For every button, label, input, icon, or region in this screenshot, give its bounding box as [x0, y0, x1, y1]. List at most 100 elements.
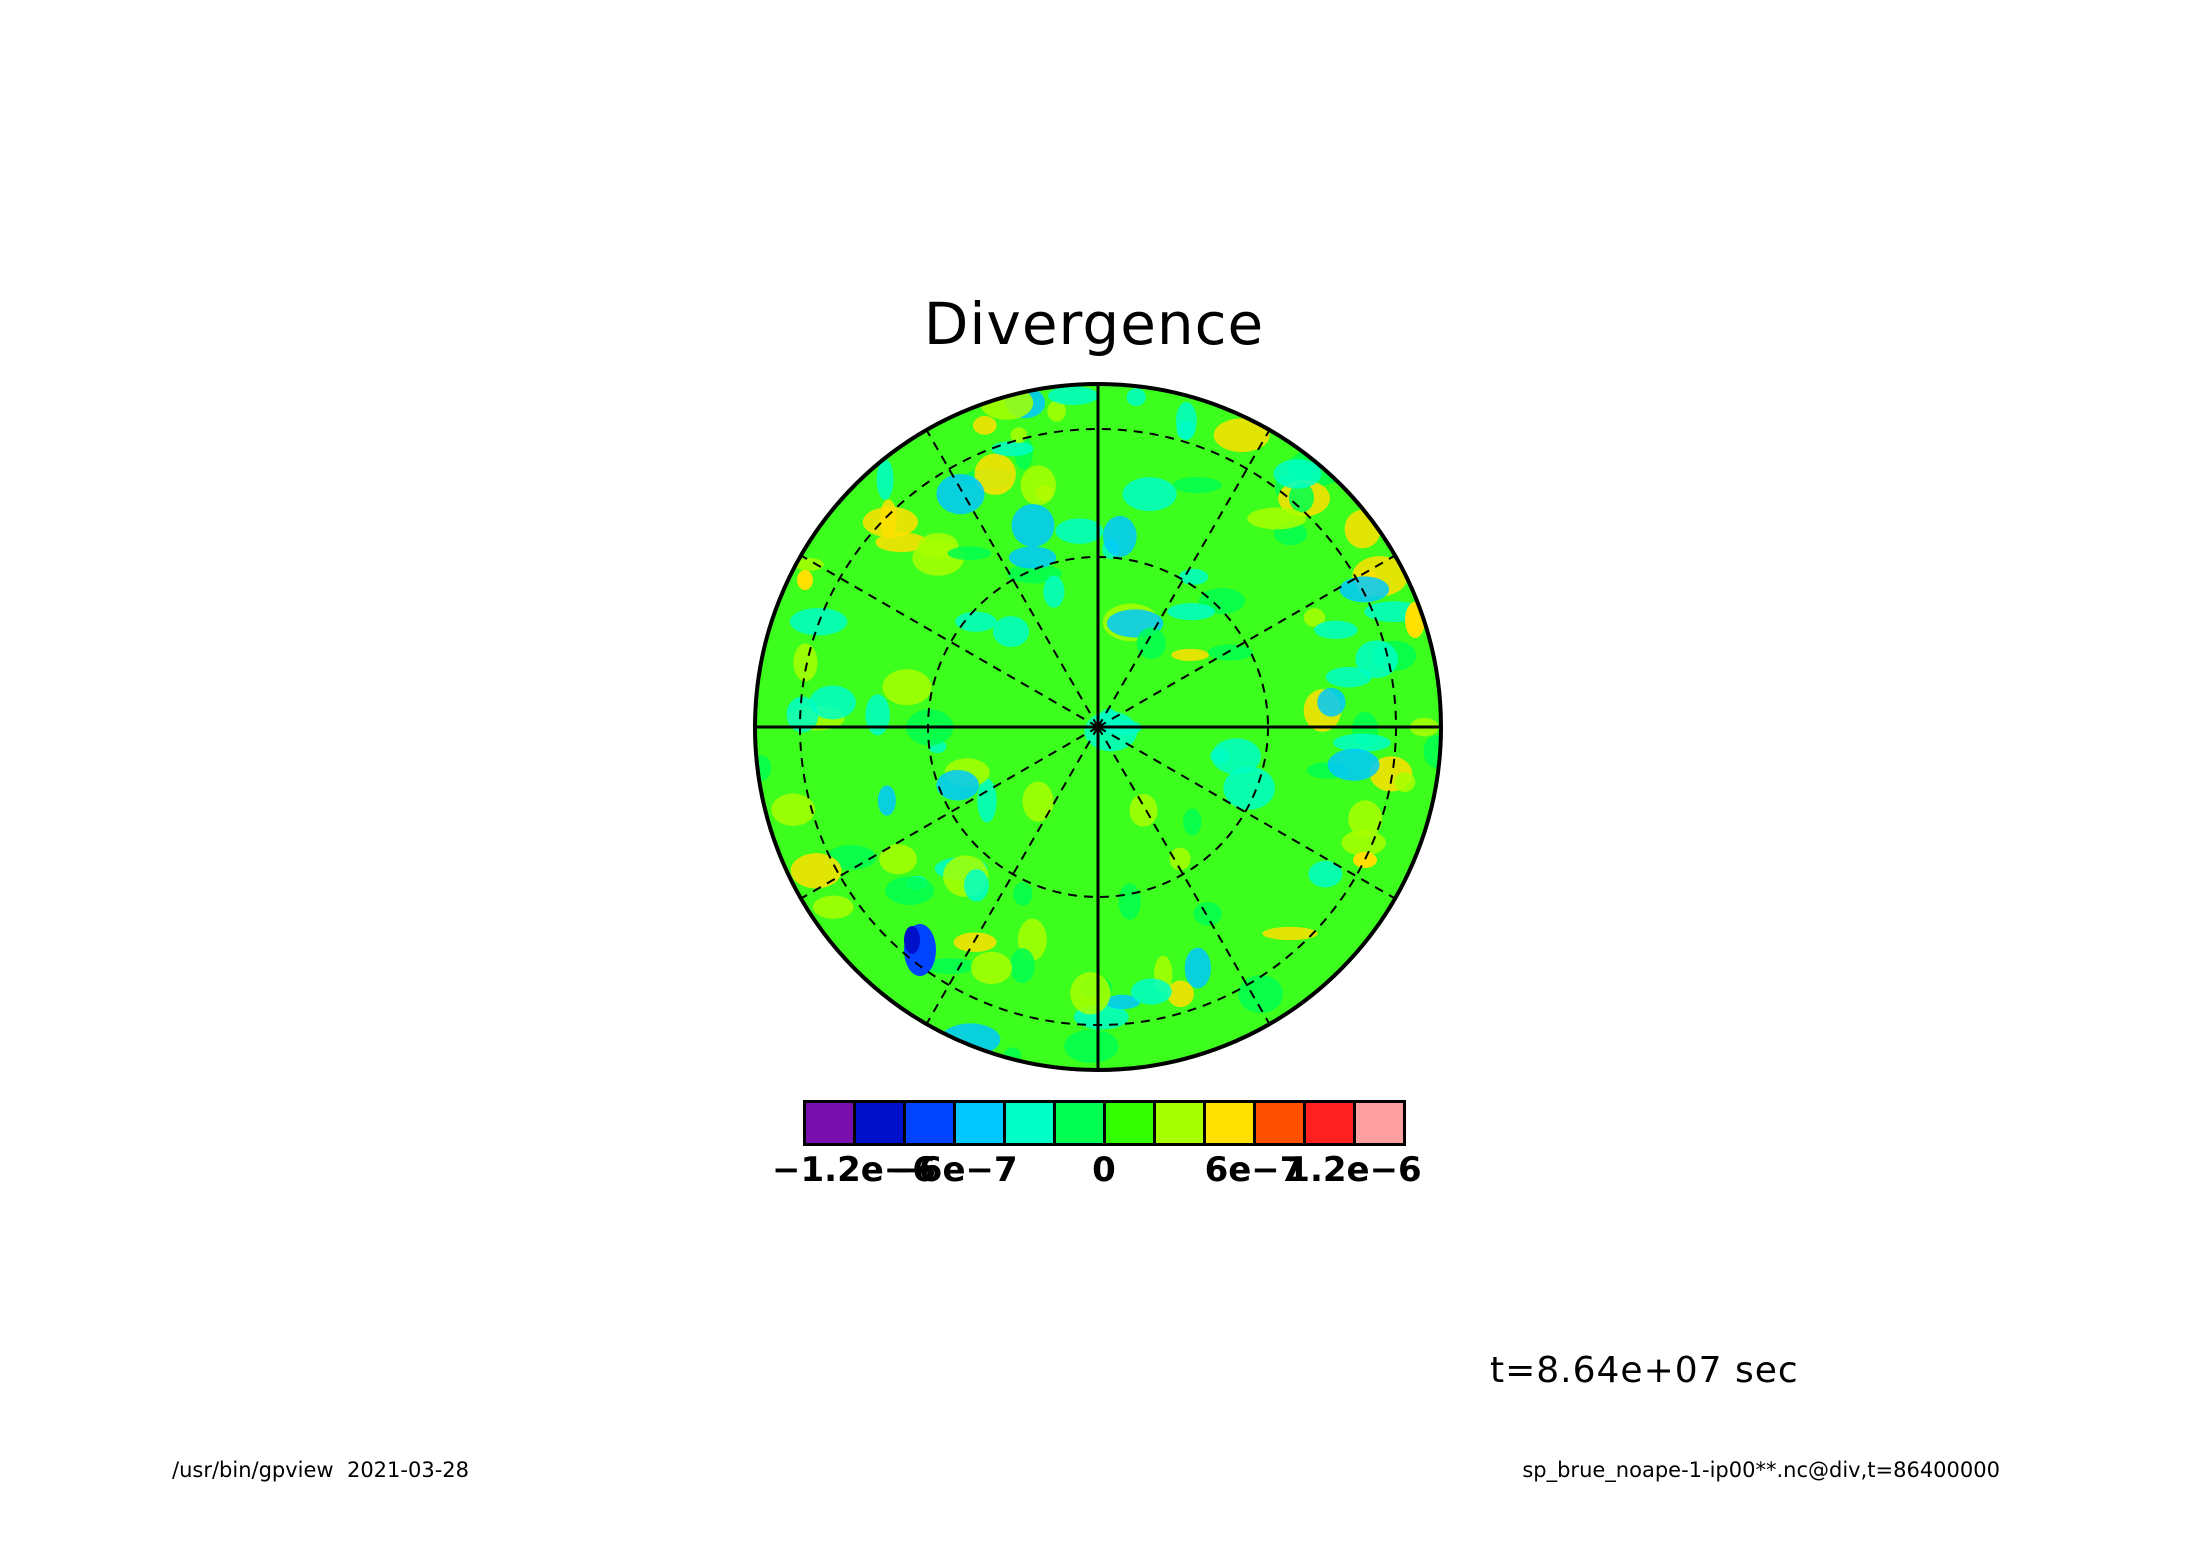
field-patch	[972, 415, 997, 435]
field-patch	[953, 932, 997, 953]
field-patch	[882, 669, 932, 706]
field-patch	[1327, 748, 1380, 781]
field-patch	[923, 958, 978, 974]
field-patch	[1047, 386, 1099, 405]
field-patch	[1213, 418, 1270, 453]
field-patch	[1348, 800, 1383, 838]
chart-title: Divergence	[923, 290, 1265, 358]
field-patch	[885, 876, 935, 905]
colorbar	[803, 1100, 1406, 1146]
colorbar-box-10	[1306, 1103, 1356, 1143]
field-patch	[1211, 738, 1261, 775]
field-patch	[1314, 620, 1358, 640]
field-patch	[904, 926, 920, 954]
field-patch	[936, 769, 980, 801]
colorbar-box-6	[1106, 1103, 1156, 1143]
field-patch	[1011, 503, 1055, 547]
field-patch	[1070, 972, 1111, 1015]
colorbar-tick-label: 0	[1092, 1150, 1116, 1190]
colorbar-box-2	[906, 1103, 956, 1143]
field-patch	[879, 844, 917, 875]
field-patch	[936, 473, 985, 515]
field-patch	[771, 793, 816, 826]
field-patch	[1333, 733, 1391, 752]
field-patch	[1047, 400, 1066, 422]
field-patch	[1176, 420, 1195, 440]
field-patch	[955, 611, 997, 632]
time-label: t=8.64e+07 sec	[1490, 1350, 1799, 1391]
field-patch	[1344, 509, 1381, 549]
colorbar-box-7	[1156, 1103, 1206, 1143]
field-patch	[1171, 648, 1209, 661]
field-patch	[793, 643, 818, 682]
field-patch	[974, 453, 1016, 495]
field-patch	[992, 616, 1030, 648]
field-patch	[876, 459, 894, 500]
field-patch	[1183, 808, 1202, 836]
field-patch	[1010, 427, 1028, 444]
field-patch	[865, 694, 890, 736]
field-patch	[1223, 766, 1275, 810]
field-patch	[809, 685, 856, 720]
field-patch	[1353, 852, 1377, 868]
field-patch	[1167, 603, 1216, 621]
field-patch	[1317, 687, 1346, 717]
field-patch	[1273, 459, 1322, 489]
field-patch	[977, 778, 997, 823]
field-patch	[940, 1023, 1001, 1056]
field-patch	[880, 499, 897, 538]
field-patch	[1339, 576, 1390, 603]
field-patch	[964, 869, 989, 902]
field-patch	[1009, 947, 1035, 984]
field-patch	[1022, 781, 1054, 822]
field-patch	[1355, 640, 1398, 679]
colorbar-tick-label: 1.2e−6	[1286, 1150, 1422, 1190]
field-patch	[1167, 980, 1194, 1008]
field-patch	[1129, 794, 1158, 827]
field-patch	[1020, 465, 1057, 506]
field-patch	[1247, 507, 1307, 530]
field-patch	[877, 785, 896, 816]
field-patch	[1013, 882, 1033, 906]
field-patch	[1055, 518, 1104, 544]
field-patch	[1064, 1029, 1119, 1064]
colorbar-box-9	[1256, 1103, 1306, 1143]
field-patch	[1193, 901, 1222, 926]
field-patch	[1105, 994, 1141, 1010]
field-patch	[812, 895, 854, 919]
field-patch	[1303, 608, 1326, 627]
field-patch	[1394, 772, 1416, 792]
field-patch	[1169, 847, 1191, 871]
colorbar-box-1	[856, 1103, 906, 1143]
field-patch	[1308, 860, 1343, 888]
field-patch	[1184, 947, 1211, 989]
field-patch	[991, 441, 1034, 457]
colorbar-tick-label: −6e−7	[890, 1150, 1018, 1190]
colorbar-box-0	[806, 1103, 856, 1143]
colorbar-box-11	[1356, 1103, 1403, 1143]
field-patch	[970, 951, 1013, 985]
colorbar-tick-label: 6e−7	[1204, 1150, 1304, 1190]
footer-left: /usr/bin/gpview 2021-03-28	[172, 1458, 469, 1482]
field-patch	[1043, 575, 1065, 608]
colorbar-box-4	[1006, 1103, 1056, 1143]
colorbar-box-3	[956, 1103, 1006, 1143]
field-patch	[1130, 978, 1172, 1005]
field-patch	[1008, 546, 1057, 569]
field-patch	[1341, 829, 1386, 856]
field-patch	[794, 557, 824, 571]
footer-right: sp_brue_noape-1-ip00**.nc@div,t=86400000	[1522, 1458, 2000, 1482]
colorbar-tick-label: −1.2e−6	[772, 1150, 936, 1190]
field-patch	[797, 570, 813, 590]
field-patch	[790, 853, 842, 889]
map-boundary	[753, 382, 1443, 1072]
field-patch	[1262, 926, 1318, 941]
field-patch	[1423, 735, 1441, 768]
field-patch	[1122, 477, 1177, 512]
field-patch	[1178, 568, 1209, 585]
colorbar-box-5	[1056, 1103, 1106, 1143]
field-patch	[1102, 515, 1137, 557]
field-patch	[1172, 476, 1222, 494]
field-patch	[1288, 482, 1315, 513]
